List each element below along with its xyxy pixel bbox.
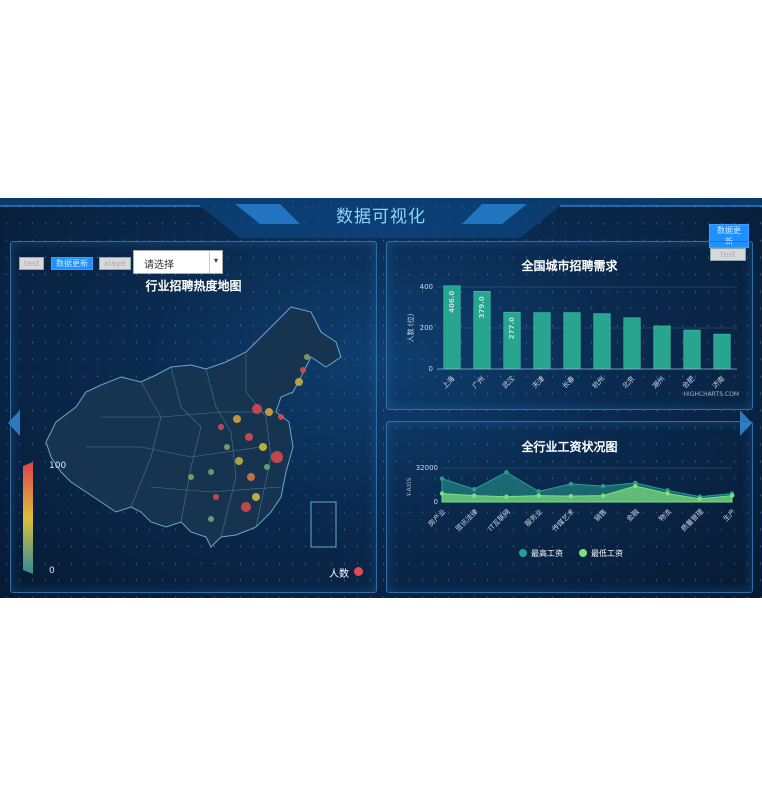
legend-dot[interactable] — [354, 567, 363, 576]
data-point — [633, 483, 638, 489]
x-tick-label: 广州 — [470, 374, 486, 390]
bar — [563, 312, 581, 370]
bar — [593, 313, 611, 370]
data-point — [600, 493, 606, 498]
y-tick-label: 400 — [420, 283, 433, 291]
bar-chart: 0 200 400 人数 (位) 上海 406.0 广州 379.0 武汉 277.0 天津 长春 杭州… — [406, 283, 739, 398]
area-chart-title: 全行业工资状况图 — [521, 440, 618, 454]
y-tick-label: 0 — [429, 365, 433, 373]
bar — [653, 325, 671, 370]
data-point — [729, 493, 735, 498]
data-point — [665, 491, 670, 496]
y-tick-label: 0 — [434, 498, 438, 506]
y-axis-label: Y-AXIS — [406, 477, 413, 497]
xiaye-button[interactable]: xiaye — [99, 257, 131, 270]
bar — [533, 312, 551, 370]
industry-select[interactable]: 请选择 ▾ — [133, 250, 223, 274]
x-tick-label: IT互联网 — [486, 507, 512, 533]
data-label: 379.0 — [478, 296, 486, 318]
x-tick-label: 服务业 — [523, 507, 544, 528]
chevron-down-icon: ▾ — [209, 251, 222, 273]
x-tick-label: 长春 — [560, 374, 576, 390]
scale-max-label: 100 — [49, 461, 67, 471]
select-value: 请选择 — [144, 260, 174, 271]
x-tick-label: 湖州 — [650, 374, 666, 390]
heat-points — [188, 354, 310, 522]
chart-credit: HIGHCHARTS.COM — [684, 391, 739, 398]
data-point — [568, 481, 574, 487]
x-tick-label: 杭州 — [590, 374, 606, 390]
x-tick-label: 北京 — [620, 374, 636, 390]
scale-min-label: 0 — [49, 566, 55, 576]
legend-label: 人数 — [329, 569, 349, 580]
bar — [713, 333, 731, 370]
x-tick-label: 济南 — [710, 374, 726, 390]
top-test-button[interactable]: test — [710, 248, 746, 261]
bar-chart-panel: 全国城市招聘需求 0 200 400 人数 (位) 上海 406.0 广州 379.0 武汉 27… — [386, 241, 753, 410]
dashboard-screen: 数据可视化 数据更新 test test 数据更新 xiaye 请选择 ▾ 行业… — [0, 198, 762, 598]
page-title: 数据可视化 — [336, 207, 426, 227]
south-sea-inset — [310, 501, 337, 548]
data-point — [633, 480, 638, 486]
data-point — [439, 476, 445, 481]
map-panel: test 数据更新 xiaye 请选择 ▾ 行业招聘热度地图 — [10, 241, 377, 593]
x-tick-label: 上海 — [440, 374, 456, 390]
data-point — [536, 489, 541, 494]
x-tick-label: 物流 — [657, 507, 673, 523]
data-point — [504, 470, 509, 475]
data-update-button[interactable]: 数据更新 — [51, 257, 93, 270]
data-point — [439, 491, 445, 496]
data-point — [697, 496, 702, 502]
y-axis-label: 人数 (位) — [406, 313, 415, 342]
left-arrow-icon[interactable] — [8, 410, 20, 436]
header-decoration — [0, 198, 762, 238]
y-tick-label: 200 — [420, 324, 433, 332]
x-tick-label: 生产 — [721, 507, 737, 523]
x-tick-label: 武汉 — [500, 374, 516, 390]
data-point — [568, 493, 574, 499]
map-title: 行业招聘热度地图 — [145, 279, 242, 293]
legend-item[interactable]: 最高工资 — [519, 548, 563, 558]
legend-item[interactable]: 最低工资 — [579, 548, 623, 558]
x-tick-label: 传媒艺术 — [550, 507, 576, 533]
data-label: 277.0 — [508, 317, 516, 339]
y-tick-label: 32000 — [416, 464, 438, 472]
map-outline — [45, 306, 342, 548]
legend-marker — [519, 549, 527, 557]
x-tick-label: 金融 — [624, 507, 640, 523]
bar — [623, 317, 641, 370]
data-label: 406.0 — [448, 291, 456, 313]
data-point — [600, 483, 606, 489]
area-chart-panel: 全行业工资状况图 0 32000 Y-AXIS 房产业 贸讯法律 IT互联网 服务业 传媒艺术… — [386, 421, 753, 593]
data-point — [536, 493, 541, 498]
legend-label: 最高工资 — [531, 548, 563, 558]
test-button[interactable]: test — [19, 257, 45, 270]
legend-label: 最低工资 — [591, 548, 623, 558]
legend-marker — [579, 549, 587, 557]
x-tick-label: 质量管理 — [679, 507, 705, 533]
data-point — [472, 487, 477, 492]
data-point — [504, 494, 509, 499]
x-tick-label: 房产业 — [426, 507, 447, 528]
x-tick-label: 天津 — [531, 375, 547, 391]
x-tick-label: 销售 — [592, 507, 608, 523]
china-map — [45, 306, 342, 548]
bar-chart-title: 全国城市招聘需求 — [521, 259, 618, 273]
x-tick-label: 合肥 — [680, 374, 696, 390]
bar — [683, 329, 701, 370]
x-tick-label: 贸讯法律 — [453, 507, 479, 533]
data-point — [665, 488, 670, 493]
right-arrow-icon[interactable] — [740, 410, 752, 436]
heat-scale — [23, 462, 33, 574]
data-point — [472, 493, 477, 498]
